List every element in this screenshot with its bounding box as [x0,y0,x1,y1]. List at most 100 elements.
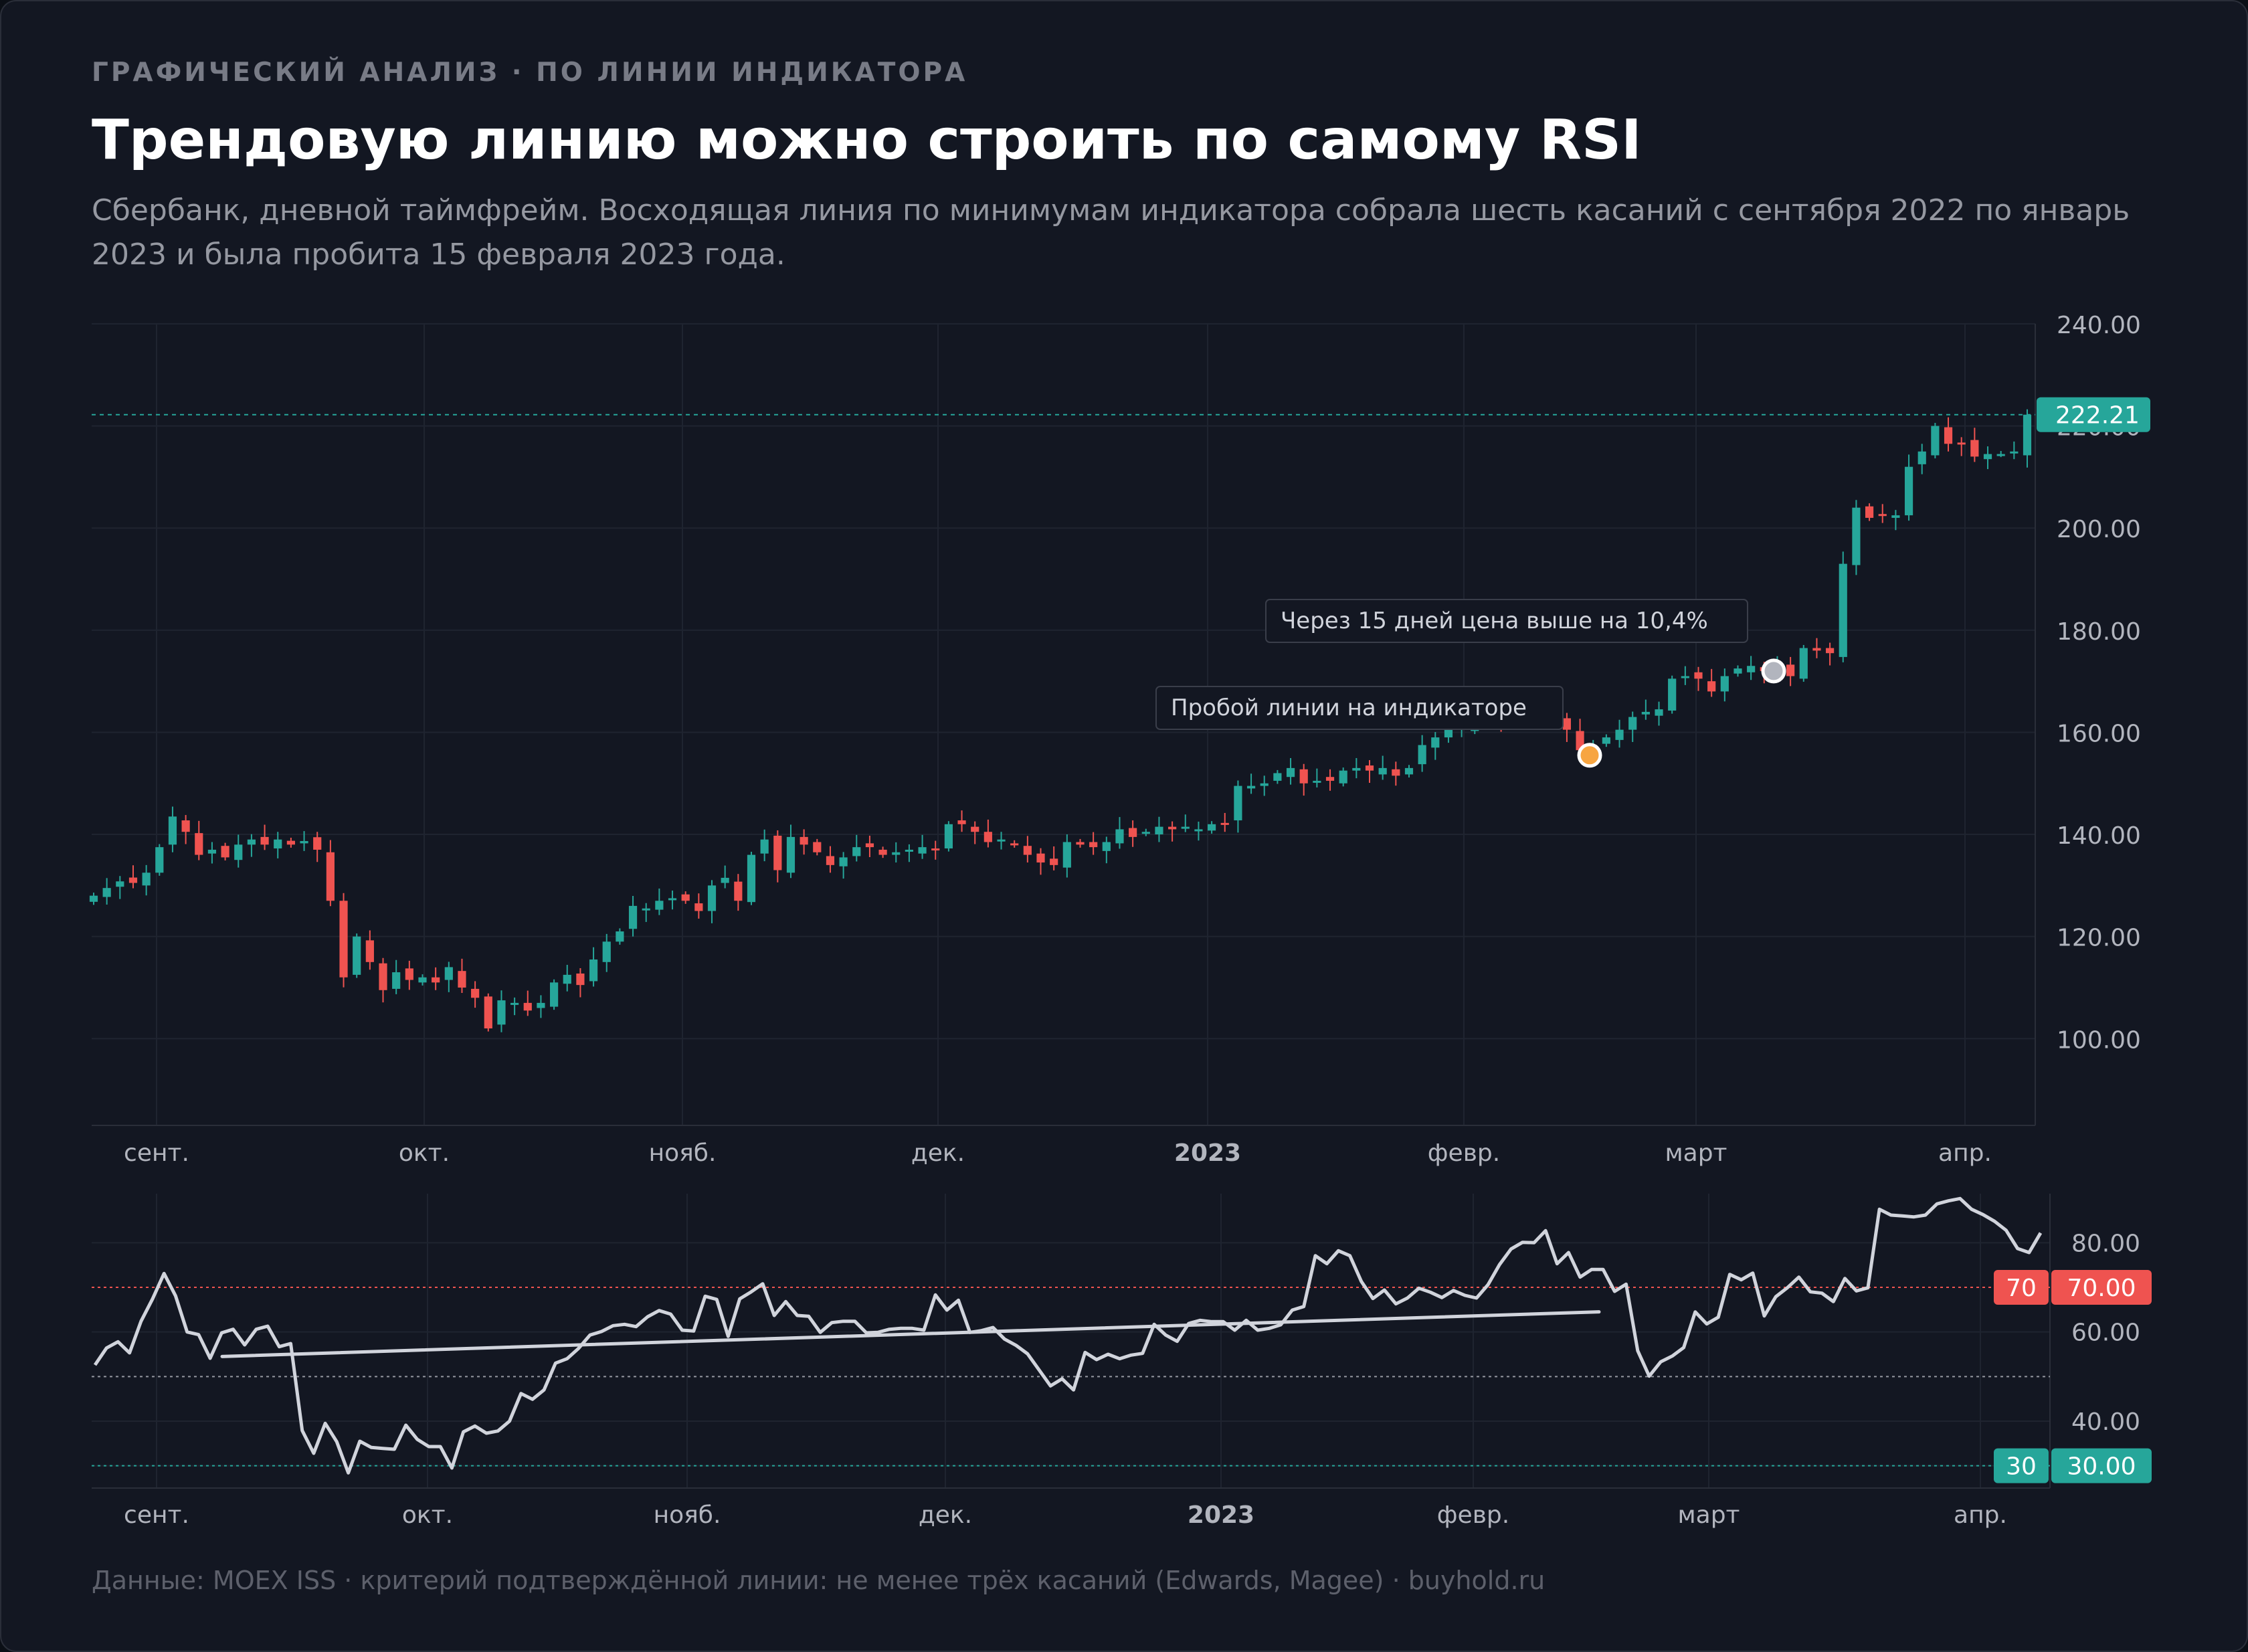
price-tick-label: 120.00 [2057,925,2141,952]
candle-body [944,824,953,849]
candle [1392,761,1400,786]
candle-body [1865,506,1874,518]
candle-body [655,901,664,910]
candle-body [852,847,861,856]
candle-body [1102,842,1111,851]
candle-body [826,856,835,865]
candle-body [1628,717,1637,730]
rsi-line [93,1196,2043,1475]
price-tick-label: 160.00 [2057,720,2141,747]
price-x-tick-label: дек. [911,1139,965,1167]
candle-body [260,836,269,845]
price-tick-label: 240.00 [2057,312,2141,339]
candle [353,933,361,978]
candle-body [1431,737,1440,748]
candle-body [102,888,111,897]
rsi-x-tick-label: февр. [1437,1501,1509,1529]
candle [1904,454,1913,521]
candle [721,865,729,889]
price-tick-label: 180.00 [2057,618,2141,646]
rsi-chart[interactable]: 40.00 60.00 80.00 70 70.00 30 30.00 сент. окт. но… [1,1186,2209,1547]
candle [1931,423,1940,459]
rsi-axis: 40.00 60.00 80.00 70 70.00 30 30.00 сент. окт. но… [124,1230,2152,1529]
candle [839,852,848,879]
candle-body [1707,681,1716,692]
candle [1996,451,2005,458]
candle [1707,668,1716,697]
candle-body [721,877,729,883]
last-price-tag: 222.21 [2037,397,2150,432]
candle [444,961,453,992]
candle [102,878,111,905]
candle-body [1996,454,2005,456]
candle-body [1155,826,1163,835]
price-annotations: Пробой линии на индикаторе Через 15 дней … [1155,599,1786,768]
candle-body [931,848,940,851]
candle-body [2010,451,2019,454]
exit-marker [1761,658,1786,684]
candle-body [392,972,401,989]
candle-body [1931,426,1940,456]
candle-body [1194,829,1203,832]
rsi-axis-tag-label: 70.00 [2067,1275,2136,1302]
candle-body [1141,832,1150,834]
candle [537,995,545,1018]
candle [1602,734,1610,747]
candle [155,844,164,876]
candle-body [628,905,638,929]
candle-body [89,895,98,902]
candle-body [339,901,348,978]
candle [1957,437,1966,456]
rsi-grid [92,1194,2051,1489]
candle [1246,773,1256,794]
last-price-tag-label: 222.21 [2055,402,2140,430]
candle-body [971,826,979,832]
candle-body [1891,515,1900,518]
rsi-level-tag-bg [1994,1448,2049,1483]
candle-body [1957,442,1966,445]
annotation-label: Через 15 дней цена выше на 10,4% [1281,608,1708,634]
page-title: Трендовую линию можно строить по самому … [92,108,1642,172]
rsi-x-tick-label: сент. [124,1501,189,1529]
candle-body [1076,842,1085,845]
candle [1129,820,1137,847]
candle [918,834,927,859]
candle [1786,656,1795,686]
candle [957,810,966,832]
candle-body [1339,770,1347,784]
candle [1865,503,1874,521]
candle-body [523,1002,532,1011]
candle-body [1944,427,1953,444]
candle [1194,821,1203,841]
rsi-tick-label: 60.00 [2071,1319,2140,1347]
eyebrow: ГРАФИЧЕСКИЙ АНАЛИЗ · ПО ЛИНИИ ИНДИКАТОРА [92,58,968,88]
candle [878,846,887,858]
candle [418,974,427,986]
candle-body [155,847,164,873]
candle-body [1812,648,1821,651]
last-price-tag-bg [2037,397,2150,432]
candle [260,824,269,850]
candle [1062,834,1071,878]
candle [1668,675,1677,714]
candle-body [550,982,559,1007]
candle-body [1615,729,1624,740]
candle [1418,735,1426,772]
candle [905,844,914,862]
price-chart[interactable]: 100.00120.00140.00160.00180.00200.00220.… [1,309,2209,1179]
candle-body [510,1002,519,1005]
candle-body [484,996,492,1029]
candle [1286,757,1295,785]
candle [1655,701,1663,726]
footer-source: Данные: MOEX ISS · критерий подтверждённ… [92,1566,1546,1595]
price-tick-label: 140.00 [2057,822,2141,850]
candle-body [1655,709,1663,716]
candle [1036,848,1045,875]
candle-body [957,820,966,824]
candle [1681,666,1689,685]
candle-body [1234,786,1242,821]
candle-body [1365,765,1374,771]
candle [471,981,480,1008]
candle [1878,504,1887,523]
